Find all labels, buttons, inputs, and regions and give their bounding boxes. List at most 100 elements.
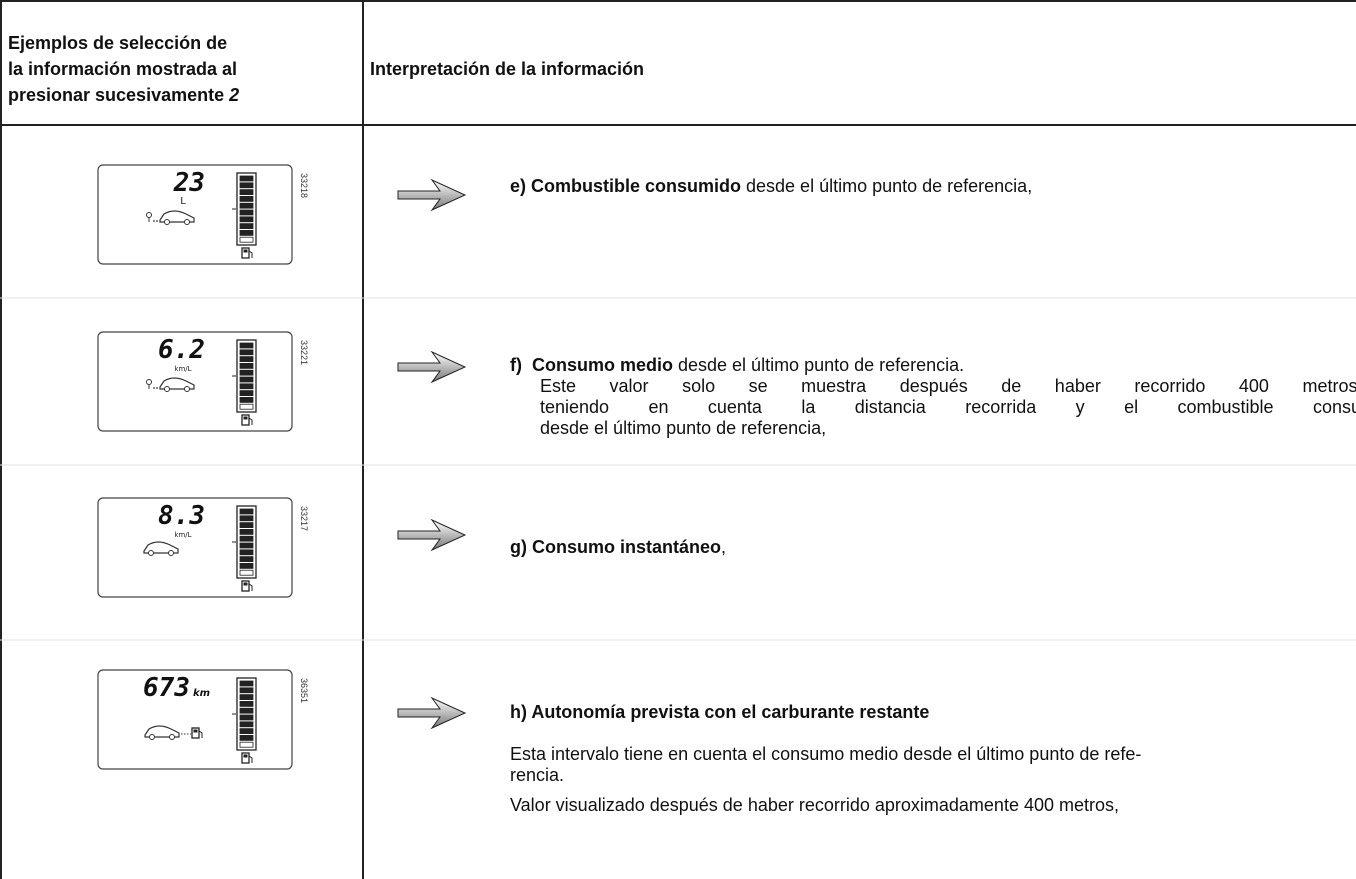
row-text: , <box>721 537 727 557</box>
gauge-frame <box>236 339 257 413</box>
gauge-segment <box>239 175 254 182</box>
gauge-segment <box>239 569 254 576</box>
dot <box>153 387 155 389</box>
gauge-segment <box>239 522 254 529</box>
arrow <box>397 696 467 730</box>
car-icon <box>159 210 195 223</box>
car-wheel <box>169 734 175 740</box>
fuel-icon-hose <box>248 250 253 258</box>
gauge-segment <box>239 369 254 376</box>
fuel-icon-window <box>243 249 248 253</box>
gauge-segment <box>239 508 254 515</box>
gauge-segment <box>239 236 254 243</box>
row-heading: g) Consumo instantáneo, <box>510 537 726 558</box>
fuel-icon <box>241 580 250 592</box>
fuel-icon <box>191 727 200 739</box>
gauge-segment <box>239 563 254 569</box>
header-left-text: presionar sucesivamente <box>8 85 225 105</box>
gauge-segment <box>239 735 254 741</box>
lcd-frame <box>97 669 293 770</box>
row-label: g) Consumo instantáneo <box>510 537 721 557</box>
row-label: e) Combustible consumido <box>510 176 742 196</box>
gauge-segment <box>239 694 254 701</box>
row-line: Este valor solo se muestra después de ha… <box>540 376 1356 396</box>
gauge-segment <box>239 383 254 390</box>
fuel-icon-window <box>193 729 198 733</box>
fuel-icon-hose <box>198 730 203 738</box>
row-heading: f) Consumo medio desde el último punto d… <box>510 355 964 376</box>
gauge-segment <box>239 397 254 403</box>
figure-code: 36351 <box>299 678 309 703</box>
header-left-line: presionar sucesivamente 2 <box>8 85 239 106</box>
row-label: f) Consumo medio <box>510 355 673 375</box>
gauge-segment <box>239 202 254 209</box>
gauge-frame <box>236 505 257 579</box>
gauge-segment <box>239 556 254 562</box>
header-left-line: la información mostrada al <box>8 59 238 79</box>
header-left-line: Ejemplos de selección de <box>8 33 228 53</box>
gauge-segment <box>239 707 254 714</box>
gauge-segment <box>239 535 254 542</box>
row-heading: e) Combustible consumido desde el último… <box>510 176 1032 197</box>
gauge-segment <box>239 721 254 728</box>
car-wheel <box>184 386 190 392</box>
figure-code: 33218 <box>299 173 309 198</box>
lcd-display: 23L 33218 <box>97 164 309 265</box>
fuel-icon <box>241 752 250 764</box>
gauge-segment <box>239 230 254 236</box>
car-icon <box>144 725 180 738</box>
gauge-segment <box>239 209 254 216</box>
gauge-segment <box>239 189 254 196</box>
gauge-segment <box>239 515 254 522</box>
dot <box>153 220 155 222</box>
gauge-segment <box>239 195 254 202</box>
car-wheel <box>149 734 155 740</box>
row-text: desde el último punto de referencia. <box>673 355 965 375</box>
gauge-segment <box>239 714 254 721</box>
lcd-value: 6.2 <box>158 335 205 365</box>
lcd-unit: km/L <box>174 531 191 539</box>
header-left-key: 2 <box>229 85 240 105</box>
gauge-segment <box>239 528 254 535</box>
gauge-segment <box>239 216 254 223</box>
row-line: desde el último punto de referencia, <box>540 418 827 438</box>
gauge-segment <box>239 376 254 383</box>
figure-code: 33221 <box>299 340 309 365</box>
dot <box>156 220 158 222</box>
row-text: desde el último punto de referencia, <box>741 176 1033 196</box>
row-line: Esta intervalo tiene en cuenta el consum… <box>510 744 1142 764</box>
lcd-unit: km <box>193 688 210 699</box>
gauge-segment <box>239 700 254 707</box>
lcd-value: 23 <box>173 168 205 198</box>
car-wheel <box>168 550 174 556</box>
fuel-icon <box>241 414 250 426</box>
gauge-segment <box>239 741 254 748</box>
gauge-frame <box>236 677 257 751</box>
lcd-display: 8.3km/L 33217 <box>97 497 309 598</box>
gauge-segment <box>239 680 254 687</box>
gauge-segment <box>239 342 254 349</box>
gauge-segment <box>239 390 254 396</box>
arrow <box>397 350 467 384</box>
gauge-frame <box>236 172 257 246</box>
gauge-segment <box>239 356 254 363</box>
fuel-icon-hose <box>248 417 253 425</box>
dot <box>156 387 158 389</box>
figure-code: 33217 <box>299 506 309 531</box>
gauge-segment <box>239 542 254 549</box>
row-line: rencia. <box>510 765 565 785</box>
gauge-segment <box>239 728 254 734</box>
gauge-segment <box>239 403 254 410</box>
gauge-segment <box>239 687 254 694</box>
header-right: Interpretación de la información <box>370 59 645 79</box>
gauge-segment <box>239 349 254 356</box>
fuel-icon-window <box>243 416 248 420</box>
car-wheel <box>164 386 170 392</box>
row-label: h) Autonomía prevista con el carburante … <box>510 702 930 722</box>
lcd-value: 8.3 <box>158 501 205 531</box>
fuel-icon-hose <box>248 583 253 591</box>
car-wheel <box>164 219 170 225</box>
lcd-display: 6.2km/L 33221 <box>97 331 309 432</box>
